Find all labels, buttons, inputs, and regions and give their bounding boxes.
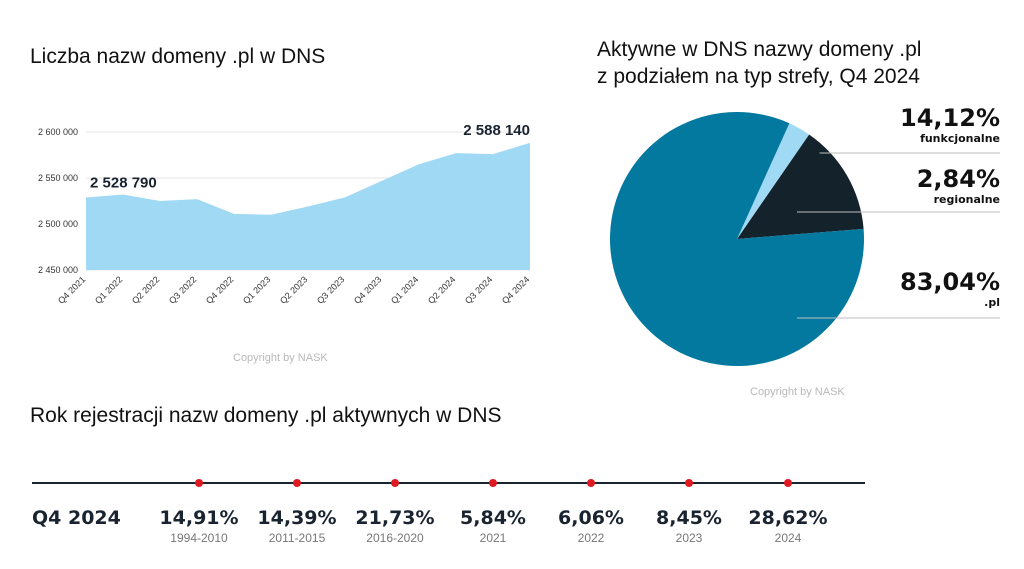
timeline-item-year: 1994-2010 xyxy=(170,531,228,545)
timeline-item-pct: 6,06% xyxy=(558,507,624,529)
timeline-item: 8,45% 2023 xyxy=(634,507,744,545)
area-ytick-label: 2 450 000 xyxy=(38,265,78,275)
pie-label-funkcjonalne: funkcjonalne xyxy=(920,132,1000,145)
pie-pct-funkcjonalne: 14,12% xyxy=(900,104,1000,132)
area-xtick-label: Q3 2022 xyxy=(167,274,198,305)
timeline-item-year: 2016-2020 xyxy=(366,531,424,545)
area-chart-title: Liczba nazw domeny .pl w DNS xyxy=(30,45,326,68)
timeline-item: 6,06% 2022 xyxy=(536,507,646,545)
timeline-item-year: 2011-2015 xyxy=(268,531,326,545)
timeline-item-pct: 14,91% xyxy=(159,507,239,529)
pie-pct-regionalne: 2,84% xyxy=(916,165,1000,193)
area-start-value-label: 2 528 790 xyxy=(90,175,157,192)
timeline-title: Rok rejestracji nazw domeny .pl aktywnyc… xyxy=(30,404,502,427)
timeline-item: 28,62% 2024 xyxy=(733,507,843,545)
timeline-dot xyxy=(784,479,792,487)
timeline-item-pct: 5,84% xyxy=(460,507,526,529)
timeline-item-year: 2024 xyxy=(774,531,802,545)
area-ytick-label: 2 500 000 xyxy=(38,219,78,229)
area-xtick-label: Q4 2022 xyxy=(204,274,235,305)
timeline-item-pct: 8,45% xyxy=(656,507,722,529)
pie-legend-pl: 83,04% .pl xyxy=(900,268,1000,309)
area-xtick-label: Q3 2023 xyxy=(315,274,346,305)
area-xtick-label: Q2 2022 xyxy=(130,274,161,305)
timeline-item-year: 2023 xyxy=(675,531,703,545)
area-xtick-label: Q1 2024 xyxy=(389,274,420,305)
pie-chart-copyright: Copyright by NASK xyxy=(750,386,845,398)
timeline-item-year: 2022 xyxy=(577,531,605,545)
area-xtick-label: Q4 2021 xyxy=(56,274,87,305)
timeline-item: 21,73% 2016-2020 xyxy=(340,507,450,545)
area-end-value-label: 2 588 140 xyxy=(463,122,530,139)
timeline-dot xyxy=(489,479,497,487)
area-chart: 2 600 000 2 550 000 2 500 000 2 450 000 Q4 … xyxy=(38,122,531,306)
pie-legend-funkcjonalne: 14,12% funkcjonalne xyxy=(900,104,1000,145)
pie-slice-pl xyxy=(610,112,864,366)
area-xtick-label: Q1 2023 xyxy=(241,274,272,305)
area-ytick-label: 2 550 000 xyxy=(38,173,78,183)
area-xtick-label: Q2 2024 xyxy=(426,274,457,305)
timeline-dot xyxy=(195,479,203,487)
pie-slice-funkcjonalne xyxy=(737,134,864,239)
pie-label-regionalne: regionalne xyxy=(933,193,1000,206)
pie-chart-title: Aktywne w DNS nazwy domeny .pl z podział… xyxy=(597,36,921,90)
pie-slice-regionalne xyxy=(737,123,810,239)
timeline-item-pct: 14,39% xyxy=(257,507,337,529)
pie-title-line1: Aktywne w DNS nazwy domeny .pl xyxy=(597,38,922,61)
area-chart-copyright: Copyright by NASK xyxy=(233,352,328,364)
timeline-item-year: 2021 xyxy=(479,531,507,545)
timeline-dot xyxy=(685,479,693,487)
timeline-dot xyxy=(293,479,301,487)
pie-label-pl: .pl xyxy=(984,296,1000,309)
pie-chart xyxy=(610,112,1000,366)
timeline-item-pct: 21,73% xyxy=(355,507,435,529)
pie-legend-regionalne: 2,84% regionalne xyxy=(917,165,1000,206)
area-xtick-label: Q1 2022 xyxy=(93,274,124,305)
timeline-item: 14,91% 1994-2010 xyxy=(144,507,254,545)
pie-pct-pl: 83,04% xyxy=(900,268,1000,296)
timeline-line xyxy=(32,482,865,484)
area-xtick-label: Q4 2024 xyxy=(500,274,531,305)
timeline-item-pct: 28,62% xyxy=(748,507,828,529)
timeline-period: Q4 2024 xyxy=(32,507,121,529)
area-series xyxy=(86,142,530,270)
timeline-dot xyxy=(391,479,399,487)
area-xtick-label: Q3 2024 xyxy=(463,274,494,305)
timeline-item: 5,84% 2021 xyxy=(438,507,548,545)
pie-title-line2: z podziałem na typ strefy, Q4 2024 xyxy=(597,65,920,88)
area-xtick-label: Q4 2023 xyxy=(352,274,383,305)
timeline-dot xyxy=(587,479,595,487)
timeline-item: 14,39% 2011-2015 xyxy=(242,507,352,545)
area-ytick-label: 2 600 000 xyxy=(38,127,78,137)
area-xtick-label: Q2 2023 xyxy=(278,274,309,305)
